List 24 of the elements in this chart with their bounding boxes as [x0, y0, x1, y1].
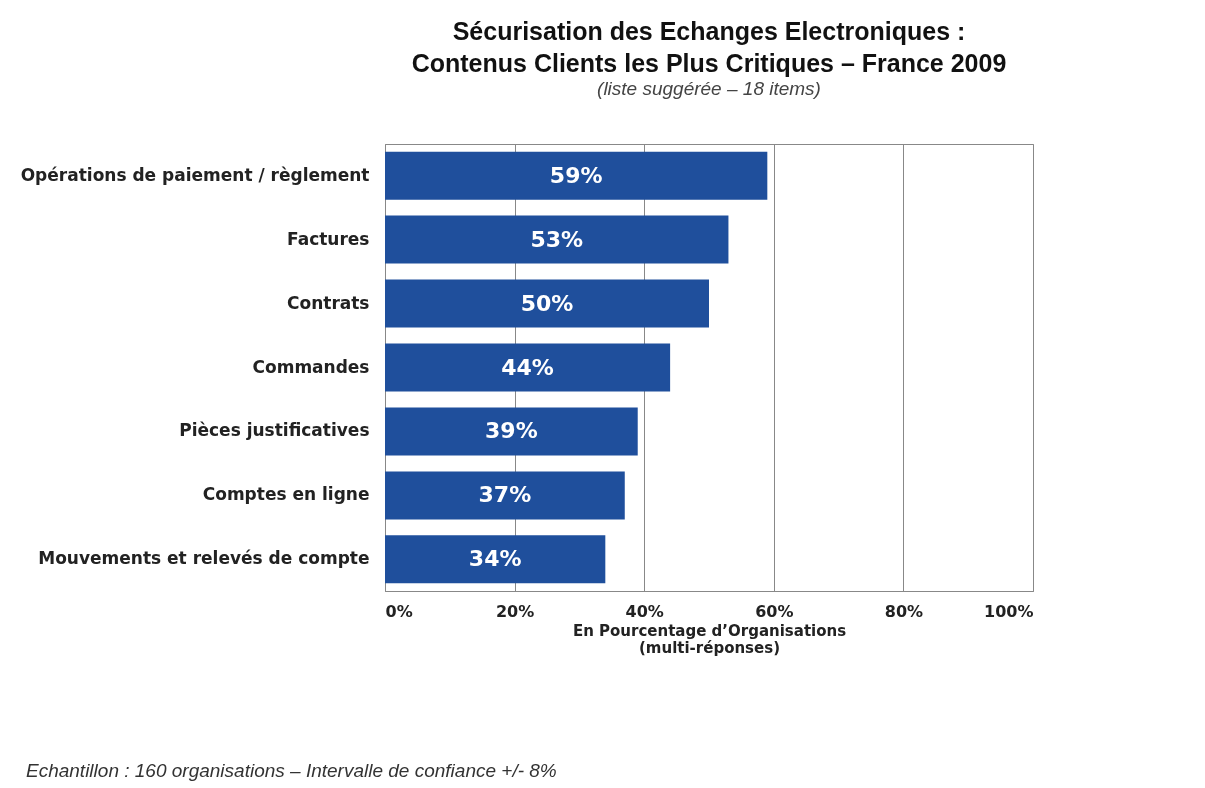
- y-tick-label: Pièces justificatives: [179, 420, 370, 441]
- data-label: 34%: [468, 546, 522, 572]
- data-label: 39%: [485, 418, 538, 444]
- x-tick-label: 60%: [755, 601, 794, 621]
- x-tick-label: 20%: [495, 601, 535, 621]
- text: Echantillon : 160 organisations – Intervalle de confiance +/- 8%: [26, 760, 557, 782]
- data-label: 44%: [501, 354, 554, 380]
- data-label: 50%: [520, 290, 574, 316]
- y-tick-label: Opérations de paiement / règlement: [20, 164, 370, 185]
- data-label: 59%: [549, 162, 603, 188]
- data-label: 37%: [478, 482, 532, 508]
- x-tick-label: 40%: [625, 601, 664, 621]
- y-tick-label: Factures: [287, 228, 370, 249]
- y-tick-label: Commandes: [252, 356, 370, 377]
- x-tick-label: 80%: [884, 601, 924, 621]
- x-tick-label: 0%: [385, 601, 413, 621]
- x-tick-label: 100%: [984, 601, 1034, 621]
- y-tick-label: Contrats: [287, 292, 370, 313]
- chart-subtitle: (liste suggérée – 18 items): [597, 78, 821, 99]
- y-tick-label: Mouvements et relevés de compte: [38, 548, 370, 569]
- data-label: 53%: [530, 226, 584, 252]
- x-axis-title: En Pourcentage d’Organisations (multi-réponses): [572, 621, 847, 657]
- y-tick-label: Comptes en ligne: [202, 484, 370, 505]
- chart-title: Sécurisation des Echanges Electroniques : Contenus Clients les Plus Critiques – France 2009: [411, 17, 1007, 77]
